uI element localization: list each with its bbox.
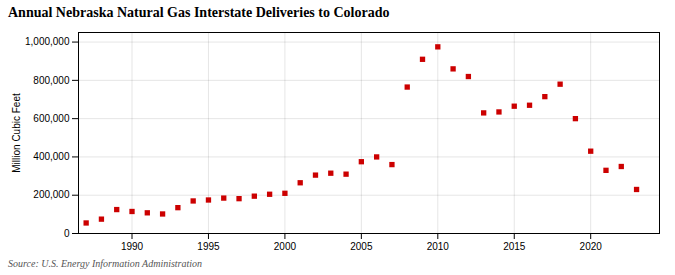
svg-text:2000: 2000 bbox=[274, 241, 297, 252]
svg-text:2010: 2010 bbox=[427, 241, 450, 252]
svg-text:800,000: 800,000 bbox=[33, 75, 70, 86]
svg-text:1995: 1995 bbox=[197, 241, 220, 252]
svg-text:2005: 2005 bbox=[350, 241, 373, 252]
svg-text:600,000: 600,000 bbox=[33, 113, 70, 124]
html-text:Source: U.S. Energy Informatio: Source: U.S. Energy Information Administ… bbox=[8, 258, 203, 269]
svg-text:2015: 2015 bbox=[503, 241, 526, 252]
svg-text:1990: 1990 bbox=[121, 241, 144, 252]
html-text:Annual Nebraska Natural Gas In: Annual Nebraska Natural Gas Interstate D… bbox=[8, 5, 390, 20]
svg-text:Million Cubic Feet: Million Cubic Feet bbox=[11, 93, 22, 173]
svg-text:1,000,000: 1,000,000 bbox=[25, 36, 70, 47]
svg-text:0: 0 bbox=[64, 228, 70, 239]
svg-text:200,000: 200,000 bbox=[33, 189, 70, 200]
svg-text:400,000: 400,000 bbox=[33, 151, 70, 162]
svg-text:2020: 2020 bbox=[580, 241, 603, 252]
